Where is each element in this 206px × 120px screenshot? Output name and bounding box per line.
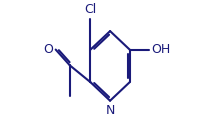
Text: O: O [44, 43, 54, 56]
Text: OH: OH [151, 43, 170, 56]
Text: N: N [105, 104, 115, 117]
Text: Cl: Cl [84, 3, 97, 16]
